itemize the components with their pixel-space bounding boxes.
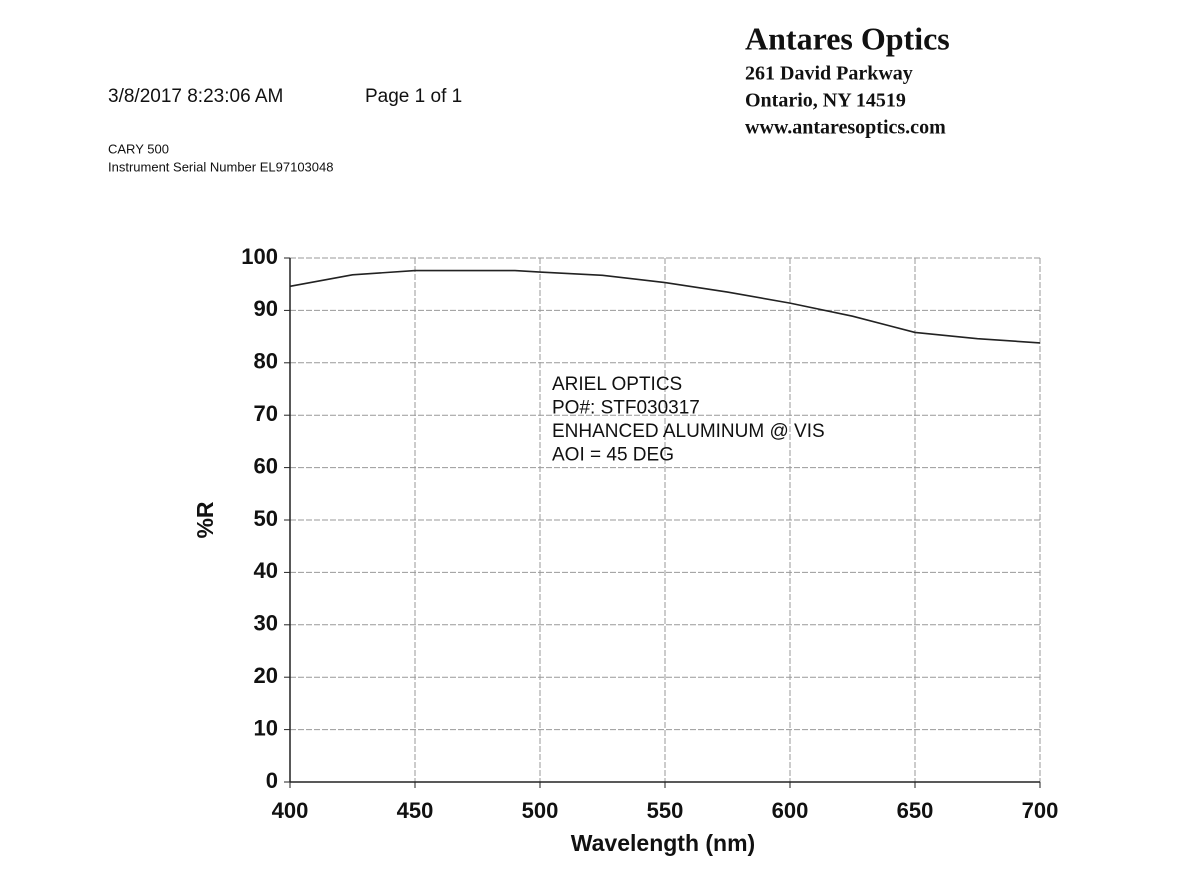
y-tick-label: 90 [254, 296, 278, 321]
y-tick-label: 30 [254, 611, 278, 636]
x-tick-label: 550 [647, 798, 684, 823]
annotation: ARIEL OPTICS [552, 374, 682, 395]
y-tick-label: 0 [266, 768, 278, 793]
address-line: 261 David Parkway [745, 63, 913, 85]
x-tick-label: 650 [897, 798, 934, 823]
date: 3/8/2017 8:23:06 AM [108, 86, 283, 107]
y-axis-label: %R [192, 501, 218, 538]
y-tick-label: 80 [254, 349, 278, 374]
annotation: PO#: STF030317 [552, 398, 700, 419]
y-tick-label: 10 [254, 715, 278, 740]
y-tick-label: 20 [254, 663, 278, 688]
y-tick-label: 40 [254, 558, 278, 583]
y-tick-label: 70 [254, 401, 278, 426]
page-number: Page 1 of 1 [365, 86, 462, 107]
x-tick-label: 400 [272, 798, 309, 823]
x-tick-label: 600 [772, 798, 809, 823]
y-tick-label: 50 [254, 506, 278, 531]
x-tick-label: 450 [397, 798, 434, 823]
website: www.antaresoptics.com [745, 117, 946, 139]
serial-number: Instrument Serial Number EL97103048 [108, 159, 333, 174]
data-line [289, 269, 1041, 344]
x-tick-label: 700 [1022, 798, 1059, 823]
annotation: AOI = 45 DEG [552, 445, 674, 466]
address-line: Ontario, NY 14519 [745, 90, 906, 112]
instrument: CARY 500 [108, 141, 169, 156]
annotation: ENHANCED ALUMINUM @ VIS [552, 421, 825, 442]
company-name: Antares Optics [745, 20, 950, 56]
x-axis-label: Wavelength (nm) [571, 830, 755, 856]
x-tick-label: 500 [522, 798, 559, 823]
y-tick-label: 100 [241, 244, 278, 269]
y-tick-label: 60 [254, 453, 278, 478]
